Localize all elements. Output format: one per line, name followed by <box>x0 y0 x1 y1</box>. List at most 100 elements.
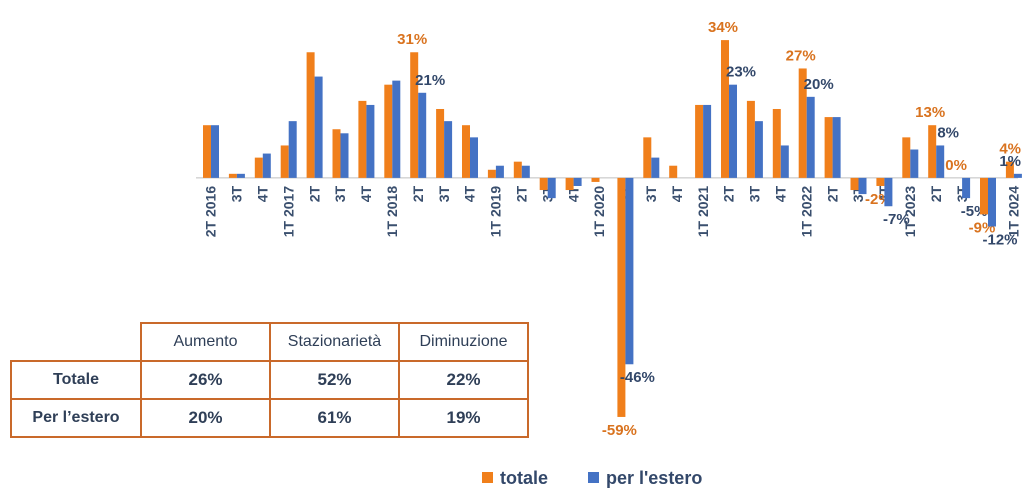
bar <box>495 165 504 178</box>
bar <box>643 137 652 178</box>
bar <box>366 104 375 178</box>
value-label: -12% <box>982 231 1017 248</box>
bar <box>565 177 574 191</box>
x-tick-label: 3T <box>436 185 452 202</box>
x-tick-label: 1T 2017 <box>280 186 296 238</box>
value-label: 8% <box>937 124 959 141</box>
legend-swatch <box>482 472 493 483</box>
bar <box>772 108 781 178</box>
x-tick-label: 2T <box>824 185 840 202</box>
legend-label: totale <box>500 468 548 488</box>
bar <box>962 177 971 199</box>
table-row: Per l’estero 20% 61% 19% <box>10 398 529 438</box>
legend-label: per l'estero <box>606 468 702 488</box>
bar <box>858 177 867 195</box>
bar <box>306 52 315 178</box>
bar <box>358 100 367 178</box>
bar <box>547 177 556 199</box>
bar <box>936 145 945 178</box>
row-label: Totale <box>10 360 142 400</box>
bar <box>539 177 548 191</box>
x-tick-label: 3T <box>643 185 659 202</box>
bar <box>203 125 211 178</box>
bar <box>988 177 996 227</box>
bar <box>384 84 393 178</box>
x-tick-label: 3T <box>747 185 763 202</box>
x-tick-label: 3T <box>229 185 245 202</box>
bar <box>228 173 237 178</box>
value-label: 1% <box>999 153 1021 170</box>
value-label: -7% <box>883 211 910 228</box>
summary-table: Aumento Stazionarietà Diminuzione Totale… <box>10 322 529 438</box>
x-tick-label: 3T <box>332 185 348 202</box>
bar <box>444 121 453 178</box>
cell: 61% <box>269 398 400 438</box>
bar <box>754 121 763 178</box>
x-tick-label: 4T <box>358 185 374 202</box>
bar <box>513 161 522 178</box>
bar <box>470 137 478 178</box>
bar <box>928 125 937 178</box>
bar <box>262 153 271 178</box>
bar <box>721 40 729 178</box>
x-tick-label: 2T <box>514 185 530 202</box>
x-tick-label: 2T 2016 <box>203 186 219 238</box>
value-label: -59% <box>602 422 637 439</box>
x-tick-label: 1T 2019 <box>488 186 504 238</box>
bar <box>436 108 445 178</box>
x-tick-label: 4T <box>462 185 478 202</box>
bar <box>832 117 841 178</box>
cell: 22% <box>398 360 529 400</box>
x-tick-label: 2T <box>928 185 944 202</box>
bar <box>695 104 704 178</box>
bar <box>625 177 634 365</box>
bar <box>850 177 859 191</box>
bar <box>591 177 600 182</box>
value-label: 13% <box>915 104 945 121</box>
bar <box>487 169 496 178</box>
corner <box>11 323 142 362</box>
bar <box>521 165 530 178</box>
cell: 26% <box>140 360 271 400</box>
bar <box>418 92 427 178</box>
bar <box>573 177 582 186</box>
bar <box>1005 161 1014 178</box>
value-label: 34% <box>708 19 738 36</box>
bar <box>314 76 323 178</box>
value-label: 4% <box>999 141 1021 158</box>
column-header: Diminuzione <box>398 322 529 362</box>
bar <box>876 177 885 186</box>
bar <box>651 157 660 178</box>
bar <box>703 104 712 178</box>
bar <box>729 84 737 178</box>
bar <box>340 133 349 178</box>
bar <box>798 68 807 178</box>
bar <box>236 173 245 178</box>
table-row: Totale 26% 52% 22% <box>10 360 529 400</box>
x-tick-label: 1T 2018 <box>384 186 400 238</box>
x-tick-label: 2T <box>410 185 426 202</box>
bar <box>617 177 626 417</box>
bar <box>806 96 815 178</box>
bar <box>288 121 297 178</box>
x-tick-label: 1T 2023 <box>902 186 918 238</box>
cell: 52% <box>269 360 400 400</box>
cell: 19% <box>398 398 529 438</box>
value-label: 20% <box>804 76 834 93</box>
bar <box>780 145 789 178</box>
value-label: 31% <box>397 31 427 48</box>
value-label: 21% <box>415 72 445 89</box>
bar <box>884 177 893 207</box>
bar <box>332 129 341 178</box>
bar <box>902 137 911 178</box>
x-tick-label: 1T 2020 <box>591 186 607 238</box>
x-tick-label: 4T <box>669 185 685 202</box>
bar <box>254 157 263 178</box>
x-tick-label: 2T <box>306 185 322 202</box>
bar <box>669 165 678 178</box>
x-tick-label: 1T 2024 <box>1006 186 1022 238</box>
column-header: Aumento <box>140 322 271 362</box>
column-header: Stazionarietà <box>269 322 400 362</box>
